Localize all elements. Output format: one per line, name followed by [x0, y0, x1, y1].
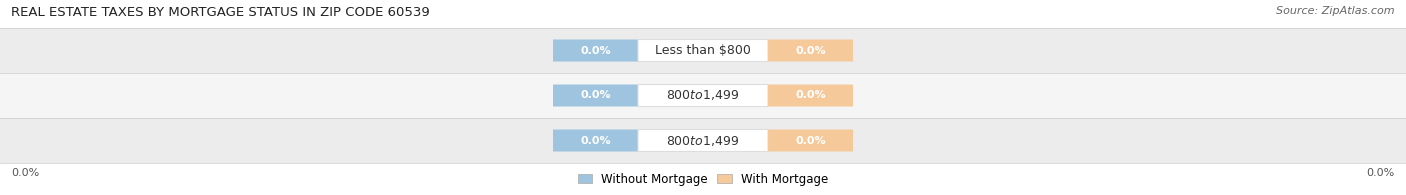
Text: 0.0%: 0.0% — [796, 136, 825, 145]
Text: 0.0%: 0.0% — [796, 90, 825, 100]
Text: $800 to $1,499: $800 to $1,499 — [666, 89, 740, 103]
Text: $800 to $1,499: $800 to $1,499 — [666, 134, 740, 147]
Text: REAL ESTATE TAXES BY MORTGAGE STATUS IN ZIP CODE 60539: REAL ESTATE TAXES BY MORTGAGE STATUS IN … — [11, 6, 430, 19]
Text: 0.0%: 0.0% — [581, 90, 610, 100]
Text: 0.0%: 0.0% — [796, 45, 825, 56]
Legend: Without Mortgage, With Mortgage: Without Mortgage, With Mortgage — [578, 173, 828, 185]
Text: Less than $800: Less than $800 — [655, 44, 751, 57]
Text: 0.0%: 0.0% — [11, 168, 39, 178]
Text: 0.0%: 0.0% — [581, 45, 610, 56]
Text: Source: ZipAtlas.com: Source: ZipAtlas.com — [1277, 6, 1395, 16]
Text: 0.0%: 0.0% — [581, 136, 610, 145]
Text: 0.0%: 0.0% — [1367, 168, 1395, 178]
